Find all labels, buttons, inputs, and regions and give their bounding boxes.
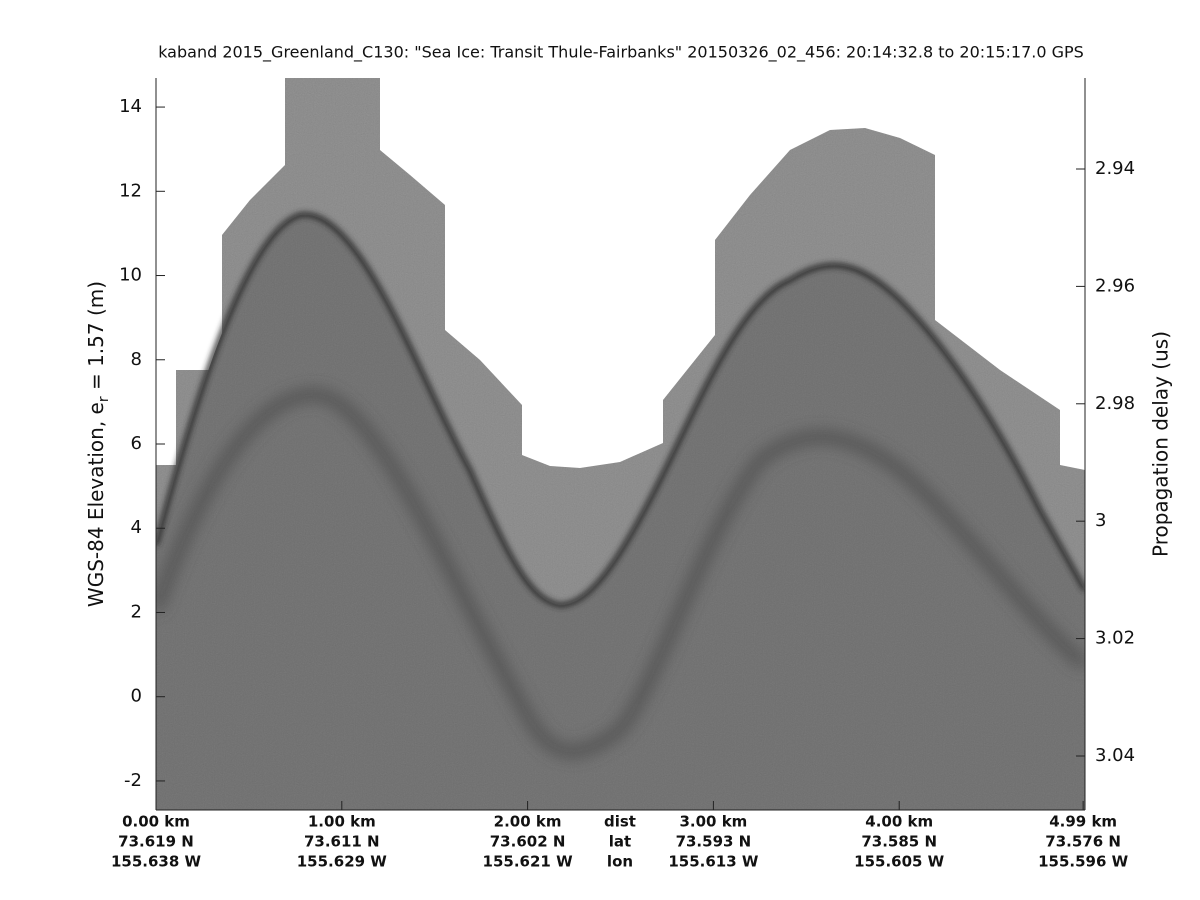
- y2-tick-label: 3.04: [1095, 745, 1135, 766]
- x-lat-label: 73.611 N: [304, 833, 380, 851]
- x-lat-label: 73.593 N: [676, 833, 752, 851]
- y-tick-label: 6: [131, 433, 142, 454]
- y-tick-label: 0: [131, 686, 142, 707]
- x-tick-label: 1.00 km: [308, 813, 376, 831]
- y-tick-label: 12: [119, 180, 142, 201]
- multiple-echo: [156, 389, 1085, 757]
- x-tick-label: 2.00 km: [494, 813, 562, 831]
- y-tick-label: 14: [119, 96, 142, 117]
- x-lat-label: 73.619 N: [118, 833, 194, 851]
- x-lat-label: 73.576 N: [1045, 833, 1121, 851]
- y-label-text: = 1.57 (m): [84, 281, 108, 396]
- y-label-text: WGS-84 Elevation, e: [84, 402, 108, 607]
- x-lon-label: 155.596 W: [1038, 853, 1129, 871]
- y2-axis-label: Propagation delay (us): [1149, 331, 1173, 557]
- x-lon-label: 155.638 W: [111, 853, 202, 871]
- x-tick-label: 4.99 km: [1049, 813, 1117, 831]
- y2-tick-label: 3: [1095, 510, 1106, 531]
- y-tick-label: 10: [119, 265, 142, 286]
- x-lon-label: 155.629 W: [297, 853, 388, 871]
- x-tick-label: 3.00 km: [679, 813, 747, 831]
- x-row-label: lon: [607, 853, 633, 871]
- x-lon-label: 155.613 W: [668, 853, 759, 871]
- chart-title: kaband 2015_Greenland_C130: "Sea Ice: Tr…: [158, 43, 1084, 63]
- y-axis-label: WGS-84 Elevation, er = 1.57 (m): [84, 281, 113, 607]
- x-tick-label: 0.00 km: [122, 813, 190, 831]
- y2-tick-label: 2.98: [1095, 393, 1135, 414]
- subsurface-region: [156, 214, 1085, 810]
- x-lat-label: 73.602 N: [490, 833, 566, 851]
- y-tick-label: -2: [124, 770, 142, 791]
- y-tick-label: 2: [131, 601, 142, 622]
- echogram-image: [156, 78, 1085, 810]
- x-lon-label: 155.605 W: [854, 853, 945, 871]
- y2-tick-label: 2.96: [1095, 275, 1135, 296]
- y-label-subscript: r: [96, 396, 112, 402]
- x-lat-label: 73.585 N: [861, 833, 937, 851]
- y-tick-label: 8: [131, 349, 142, 370]
- y2-tick-label: 2.94: [1095, 158, 1135, 179]
- y2-tick-label: 3.02: [1095, 628, 1135, 649]
- x-row-label: dist: [604, 813, 636, 831]
- surface-echo: [156, 212, 1085, 608]
- y-tick-label: 4: [131, 517, 142, 538]
- x-tick-label: 4.00 km: [865, 813, 933, 831]
- x-lon-label: 155.621 W: [483, 853, 574, 871]
- x-row-label: lat: [609, 833, 631, 851]
